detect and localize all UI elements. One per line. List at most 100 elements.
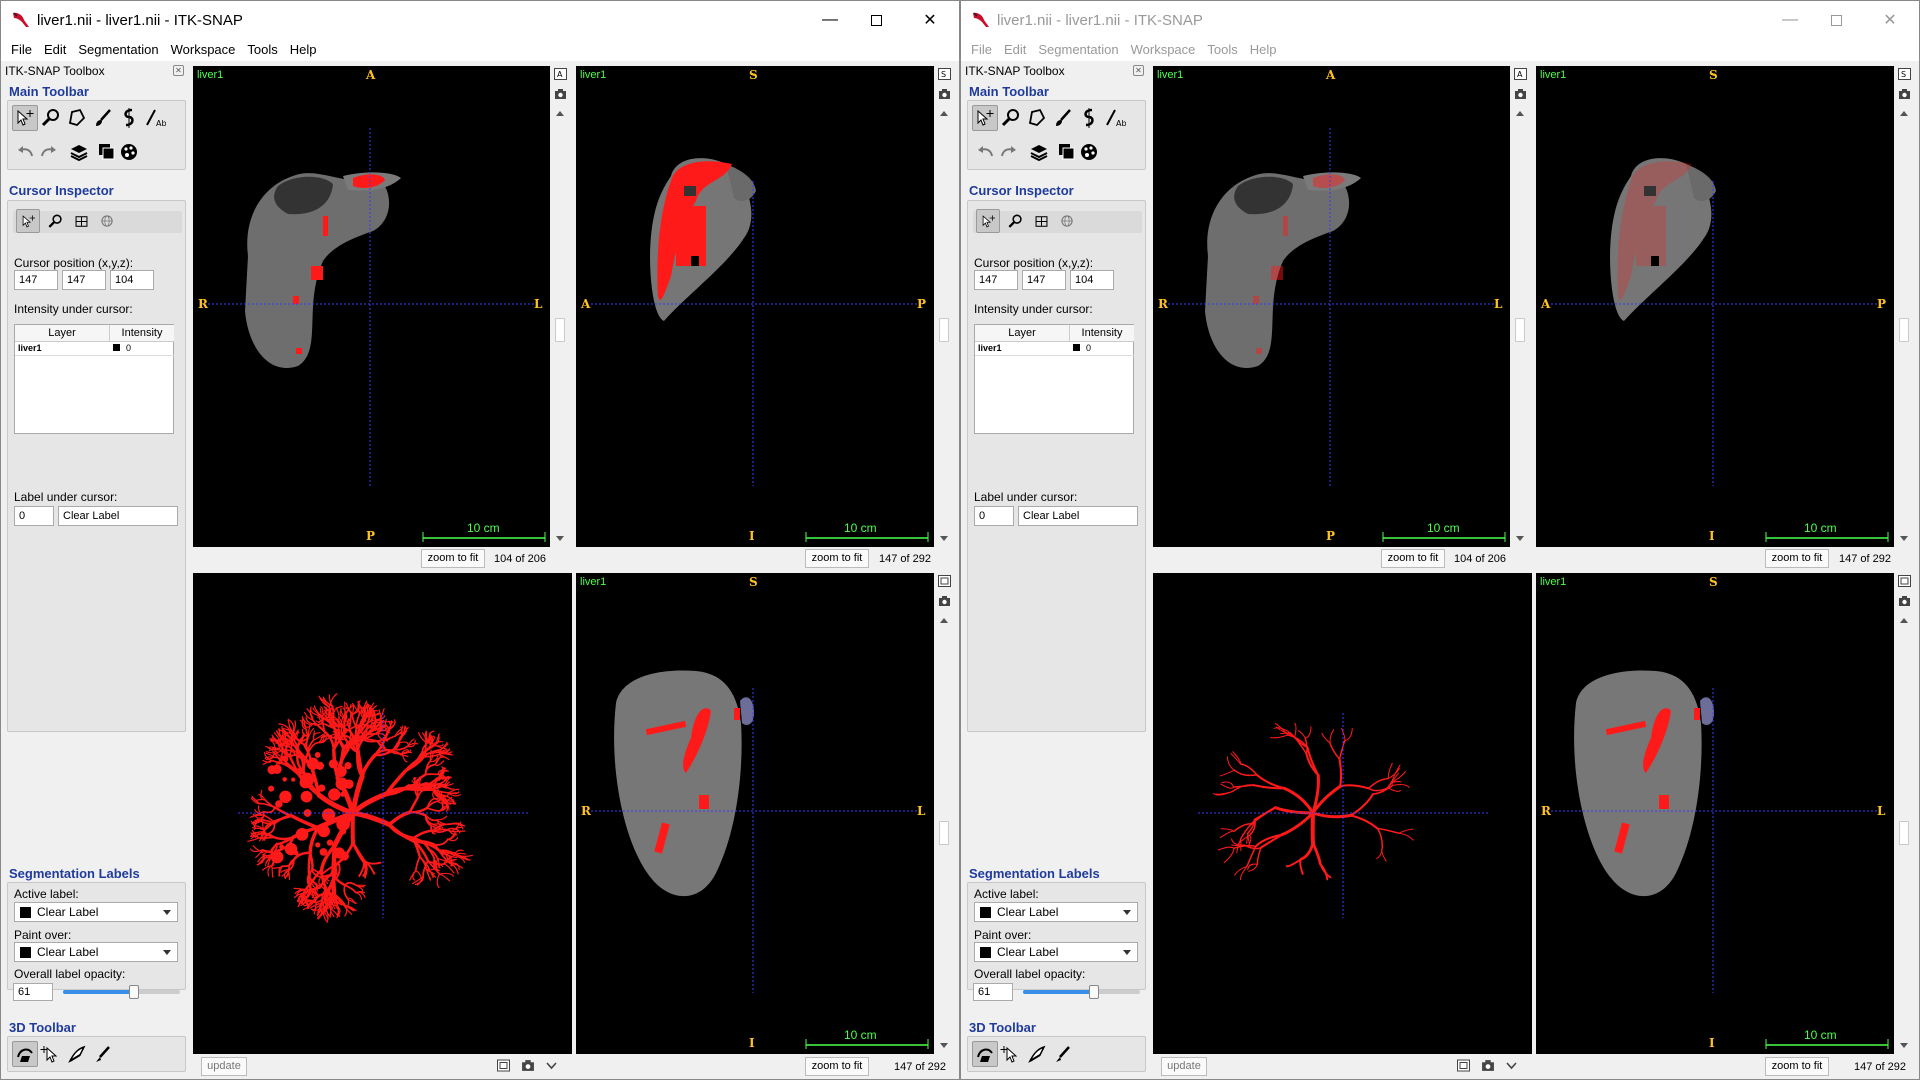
crosshair-tool-button[interactable]	[972, 105, 998, 131]
scalpel-3d-button[interactable]	[1024, 1041, 1050, 1067]
opacity-slider[interactable]	[63, 985, 180, 999]
paintbrush-tool-button[interactable]	[90, 105, 116, 131]
opacity-slider[interactable]	[1023, 985, 1140, 999]
coronal-view[interactable]: liver1 S I R L 10 cm	[1536, 573, 1894, 1054]
label-name-field[interactable]: Clear Label	[1018, 506, 1138, 526]
cursor-z-field[interactable]: 104	[1070, 270, 1114, 290]
sagittal-slice-scrollbar-thumb[interactable]	[939, 318, 949, 342]
menu-help[interactable]: Help	[289, 42, 317, 57]
slice-up-arrow[interactable]	[940, 618, 948, 623]
camera-icon[interactable]	[938, 88, 951, 100]
crosshair-3d-button[interactable]	[998, 1041, 1024, 1067]
label-name-field[interactable]: Clear Label	[58, 506, 178, 526]
update-3d-button[interactable]: update	[201, 1057, 247, 1076]
view-layout-icon[interactable]: A	[1514, 68, 1527, 80]
undo-button[interactable]	[12, 139, 38, 165]
camera-icon[interactable]	[938, 595, 951, 607]
menu-segmentation[interactable]: Segmentation	[1038, 42, 1119, 57]
cursor-x-field[interactable]: 147	[14, 270, 58, 290]
coronal-zoom-to-fit-button[interactable]: zoom to fit	[1765, 1057, 1829, 1076]
rotate-3d-button[interactable]	[12, 1041, 38, 1067]
table-row-layer[interactable]: liver1	[15, 342, 110, 356]
polygon-tool-button[interactable]	[1024, 105, 1050, 131]
cursor-x-field[interactable]: 147	[974, 270, 1018, 290]
toolbox-undock-button[interactable]: ✕	[173, 65, 184, 76]
sagittal-zoom-to-fit-button[interactable]: zoom to fit	[1765, 549, 1829, 568]
sagittal-slice-scrollbar-thumb[interactable]	[1899, 318, 1909, 342]
inspector-zoom-button[interactable]	[43, 209, 67, 233]
menu-edit[interactable]: Edit	[43, 42, 67, 57]
cursor-z-field[interactable]: 104	[110, 270, 154, 290]
polygon-tool-button[interactable]	[64, 105, 90, 131]
render-3d-view[interactable]	[193, 573, 572, 1054]
sagittal-view[interactable]: liver1 S I A P 10 cm	[576, 66, 934, 547]
undo-button[interactable]	[972, 139, 998, 165]
table-row-layer[interactable]: liver1	[975, 342, 1070, 356]
coronal-slice-scrollbar-thumb[interactable]	[939, 821, 949, 845]
inspector-sync-button[interactable]	[95, 209, 119, 233]
coronal-slice-scrollbar-thumb[interactable]	[1899, 821, 1909, 845]
zoom-tool-button[interactable]	[38, 105, 64, 131]
layers-button[interactable]	[1026, 139, 1052, 165]
slice-down-arrow[interactable]	[940, 1043, 948, 1048]
axial-zoom-to-fit-button[interactable]: zoom to fit	[421, 549, 485, 568]
slice-up-arrow[interactable]	[1516, 111, 1524, 116]
minimize-button[interactable]: —	[1767, 1, 1813, 39]
color-palette-button[interactable]	[1076, 139, 1102, 165]
inspector-layout-button[interactable]	[69, 209, 93, 233]
title-bar[interactable]: liver1.nii - liver1.nii - ITK-SNAP — ✕	[961, 1, 1919, 39]
axial-view[interactable]: liver1 A P R L 10 cm	[193, 66, 550, 547]
active-label-dropdown[interactable]: Clear Label	[974, 902, 1138, 922]
render-3d-view[interactable]	[1153, 573, 1532, 1054]
redo-button[interactable]	[36, 139, 62, 165]
chevron-down-icon[interactable]	[1506, 1061, 1517, 1070]
view-layout-icon[interactable]: S	[938, 68, 951, 80]
maximize-button[interactable]	[853, 1, 899, 39]
minimize-button[interactable]: —	[807, 1, 853, 39]
spray-3d-button[interactable]	[90, 1041, 116, 1067]
opacity-value-field[interactable]: 61	[973, 983, 1013, 1001]
opacity-slider-handle[interactable]	[129, 985, 140, 999]
camera-icon[interactable]	[554, 88, 567, 100]
layer-column-header[interactable]: Layer	[15, 325, 110, 342]
menu-tools[interactable]: Tools	[247, 42, 278, 57]
annotation-tool-button[interactable]: Ab	[1102, 105, 1128, 131]
slice-down-arrow[interactable]	[556, 536, 564, 541]
close-button[interactable]: ✕	[907, 1, 953, 39]
view-layout-icon[interactable]	[1457, 1059, 1470, 1072]
paint-over-dropdown[interactable]: Clear Label	[14, 942, 178, 962]
snake-tool-button[interactable]	[1076, 105, 1102, 131]
color-palette-button[interactable]	[116, 139, 142, 165]
slice-down-arrow[interactable]	[1900, 1043, 1908, 1048]
chevron-down-icon[interactable]	[546, 1061, 557, 1070]
coronal-view[interactable]: liver1 S I R L 10 cm	[576, 573, 934, 1054]
zoom-tool-button[interactable]	[998, 105, 1024, 131]
rotate-3d-button[interactable]	[972, 1041, 998, 1067]
toolbox-undock-button[interactable]: ✕	[1133, 65, 1144, 76]
coronal-zoom-to-fit-button[interactable]: zoom to fit	[805, 1057, 869, 1076]
table-row-intensity[interactable]: 0	[110, 342, 174, 356]
view-layout-icon[interactable]: S	[1898, 68, 1911, 80]
crosshair-tool-button[interactable]	[12, 105, 38, 131]
camera-icon[interactable]	[1898, 88, 1911, 100]
menu-file[interactable]: File	[971, 42, 992, 57]
active-label-dropdown[interactable]: Clear Label	[14, 902, 178, 922]
axial-view[interactable]: liver1 A P R L 10 cm	[1153, 66, 1510, 547]
menu-workspace[interactable]: Workspace	[1130, 42, 1196, 57]
scalpel-3d-button[interactable]	[64, 1041, 90, 1067]
label-editor-button[interactable]	[94, 139, 120, 165]
menu-help[interactable]: Help	[1249, 42, 1277, 57]
camera-icon[interactable]	[1481, 1059, 1495, 1072]
paint-over-dropdown[interactable]: Clear Label	[974, 942, 1138, 962]
label-editor-button[interactable]	[1054, 139, 1080, 165]
maximize-button[interactable]	[1813, 1, 1859, 39]
camera-icon[interactable]	[1898, 595, 1911, 607]
axial-slice-scrollbar-thumb[interactable]	[555, 318, 565, 342]
cursor-y-field[interactable]: 147	[62, 270, 106, 290]
camera-icon[interactable]	[1514, 88, 1527, 100]
inspector-crosshair-button[interactable]	[16, 209, 40, 233]
slice-down-arrow[interactable]	[1900, 536, 1908, 541]
crosshair-3d-button[interactable]	[38, 1041, 64, 1067]
label-value-field[interactable]: 0	[14, 506, 54, 526]
intensity-column-header[interactable]: Intensity	[110, 325, 174, 342]
